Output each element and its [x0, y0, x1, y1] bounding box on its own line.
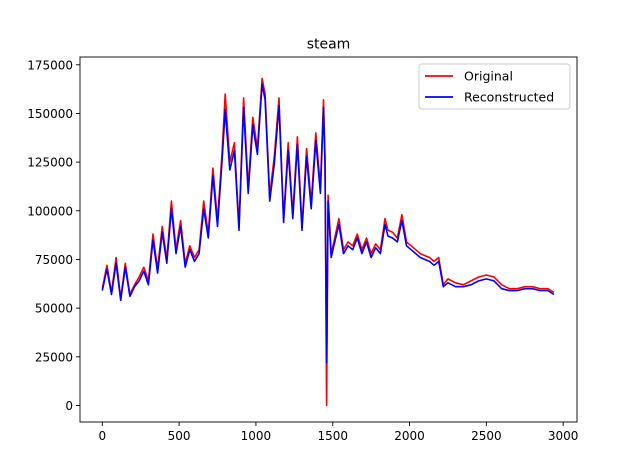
y-tick-label: 75000 [35, 253, 73, 267]
y-tick-label: 150000 [27, 107, 73, 121]
series-line-reconstructed [101, 83, 555, 364]
y-tick-label: 0 [65, 399, 73, 413]
x-tick-label: 500 [168, 429, 191, 443]
x-tick-label: 1000 [241, 429, 272, 443]
legend-label-original: Original [464, 69, 513, 84]
x-tick-label: 2500 [471, 429, 502, 443]
plot-area [79, 56, 578, 423]
x-tick-label: 3000 [548, 429, 579, 443]
y-axis: 0 25000 50000 75000 100000 125000 150000 175000 [27, 58, 80, 413]
legend: Original Reconstructed [418, 63, 571, 110]
legend-box [418, 63, 571, 110]
plot-frame [79, 56, 578, 423]
y-tick-label: 50000 [35, 302, 73, 316]
x-tick-label: 0 [98, 429, 106, 443]
y-tick-label: 100000 [27, 204, 73, 218]
y-tick-label: 175000 [27, 58, 73, 72]
y-tick-label: 25000 [35, 350, 73, 364]
chart-title: steam [307, 37, 351, 53]
legend-label-reconstructed: Reconstructed [464, 90, 554, 105]
x-tick-label: 2000 [394, 429, 425, 443]
x-tick-label: 1500 [317, 429, 348, 443]
x-axis: 0 500 1000 1500 2000 2500 3000 [98, 422, 578, 443]
y-tick-label: 125000 [27, 156, 73, 170]
